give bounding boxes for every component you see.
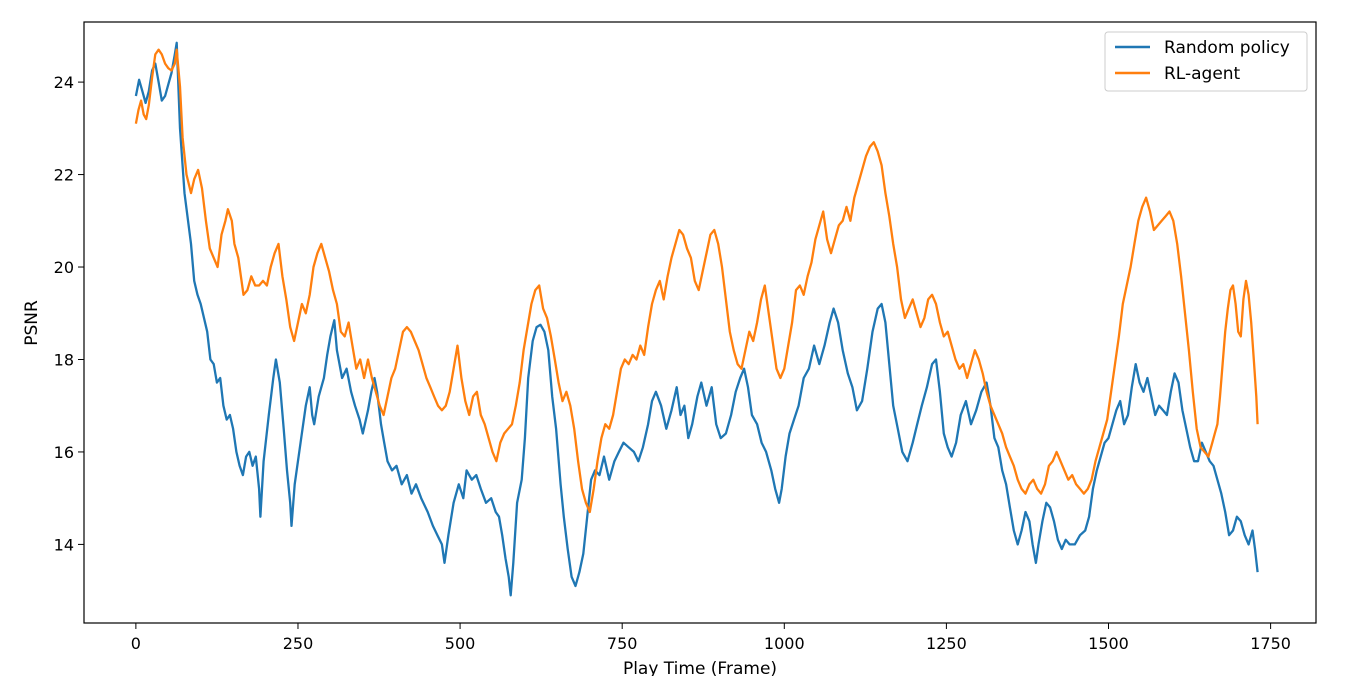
y-tick-label: 24 (54, 73, 74, 92)
x-axis-label: Play Time (Frame) (623, 659, 777, 676)
y-axis: 14 16 18 20 22 24 (54, 73, 84, 554)
legend-box (1104, 31, 1308, 92)
x-tick-label: 1750 (1250, 634, 1291, 653)
y-tick-label: 16 (54, 443, 74, 462)
x-tick-label: 0 (131, 634, 141, 653)
x-tick-label: 750 (607, 634, 638, 653)
series-layer (134, 41, 1259, 597)
y-tick-label: 20 (54, 258, 74, 277)
x-tick-label: 1500 (1088, 634, 1129, 653)
y-tick-label: 22 (54, 166, 74, 185)
plot-frame (83, 21, 1317, 624)
series-line-rl-agent (134, 48, 1259, 514)
legend: Random policy RL-agent (1104, 31, 1308, 92)
x-tick-label: 1250 (926, 634, 967, 653)
x-axis: 0 250 500 750 1000 1250 1500 1750 (131, 623, 1291, 653)
y-axis-label: PSNR (22, 300, 42, 346)
y-tick-label: 18 (54, 350, 74, 369)
legend-label-random-policy: Random policy (1164, 38, 1290, 58)
x-tick-label: 250 (283, 634, 314, 653)
y-tick-label: 14 (54, 535, 74, 554)
series-line-random-policy (134, 41, 1259, 597)
legend-label-rl-agent: RL-agent (1164, 64, 1241, 84)
x-tick-label: 1000 (764, 634, 805, 653)
x-tick-label: 500 (445, 634, 476, 653)
